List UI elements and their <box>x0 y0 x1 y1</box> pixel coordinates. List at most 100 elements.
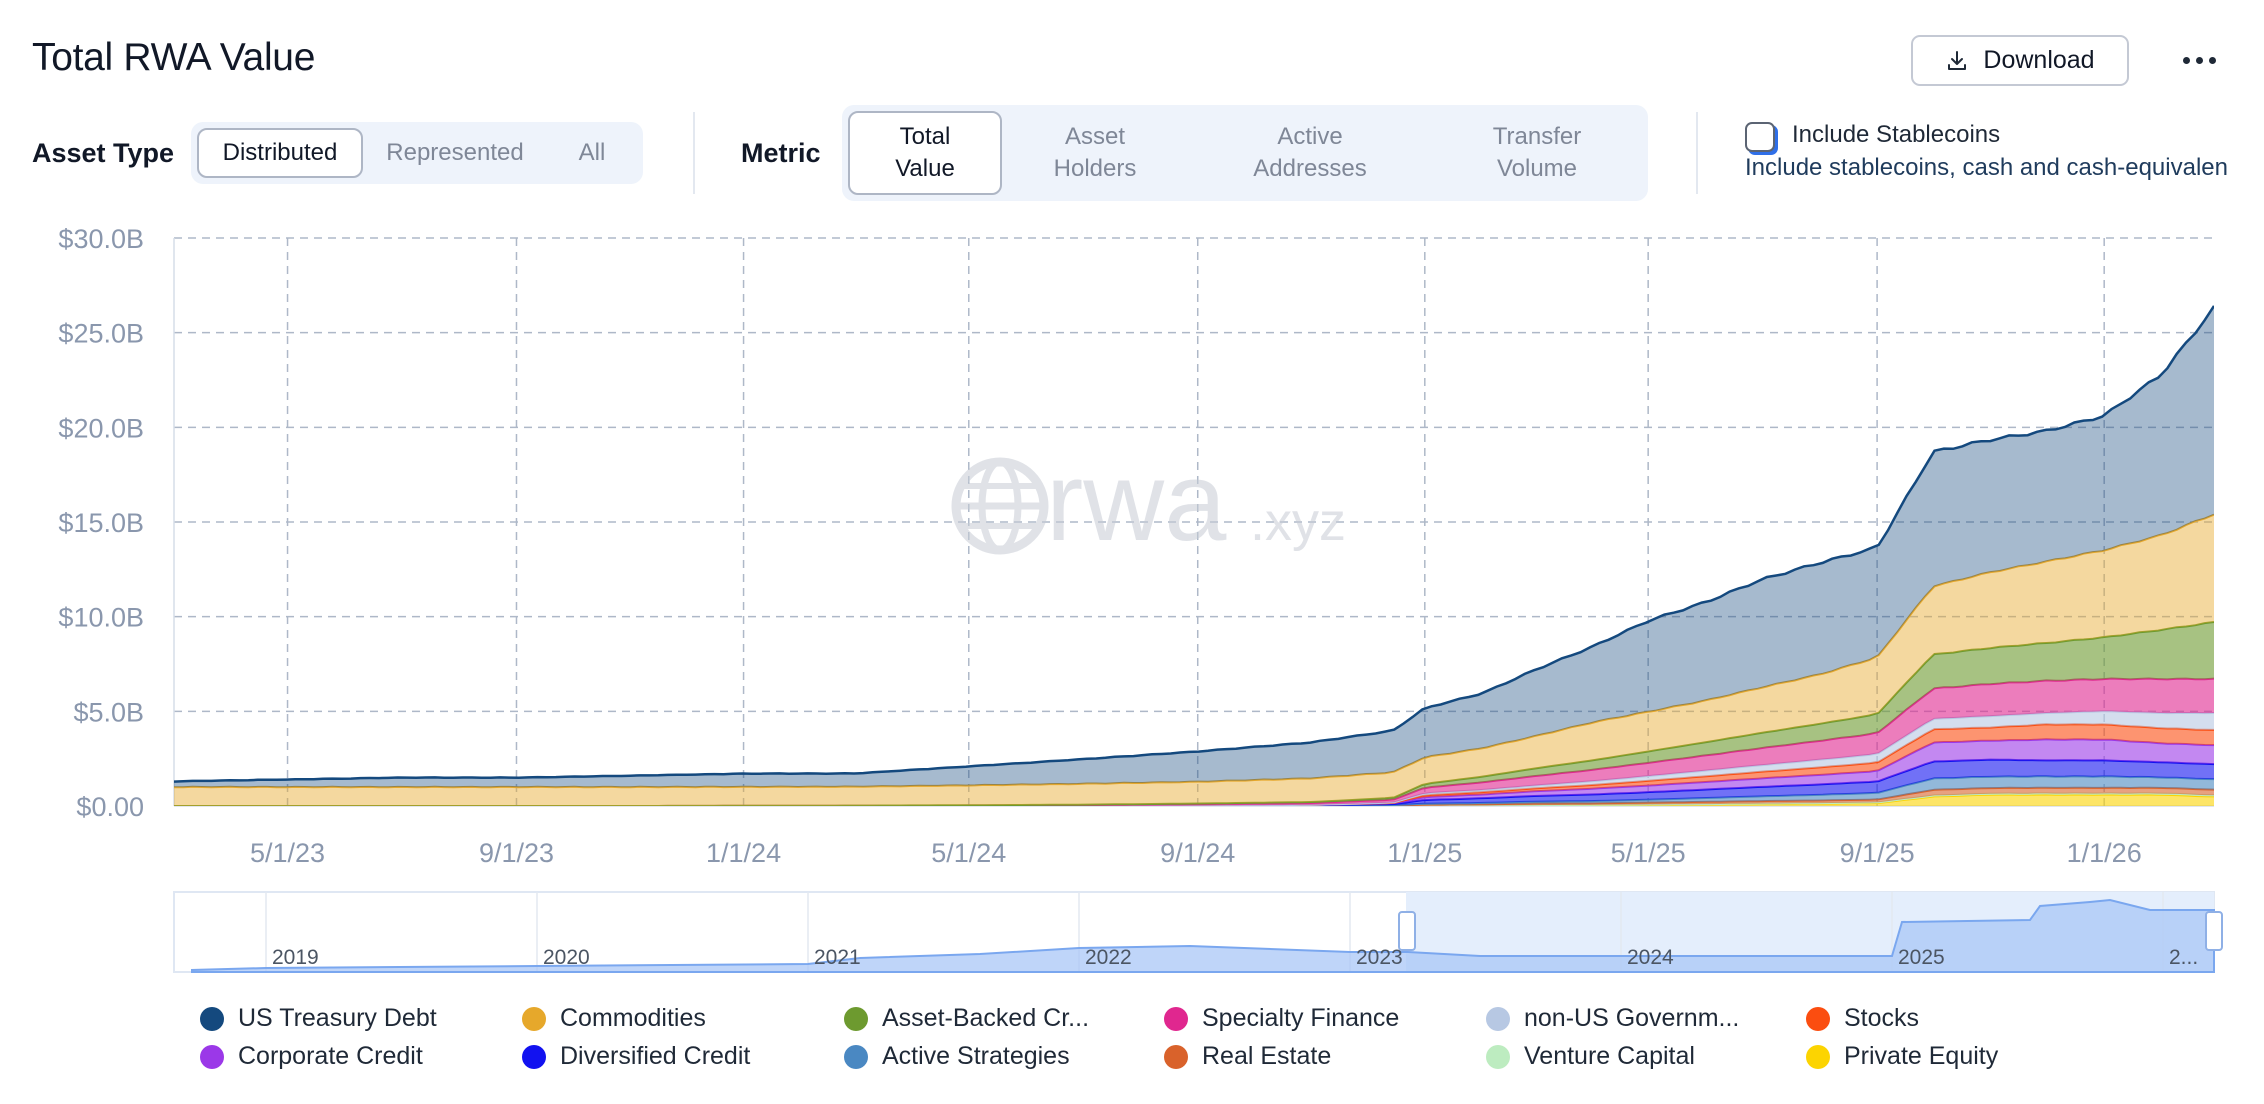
asset-type-represented[interactable]: Represented <box>386 139 524 166</box>
legend-label: Stocks <box>1844 1004 1920 1032</box>
legend-label: Real Estate <box>1202 1042 1332 1070</box>
area-specialty-finance[interactable] <box>174 678 2214 807</box>
navigator-year-label: 2021 <box>814 946 861 969</box>
metric-line: Addresses <box>1253 155 1367 182</box>
navigator-series-area <box>191 898 2215 973</box>
line-us-treasury-debt <box>174 305 2214 783</box>
navigator-year-labels: 2019 2020 2021 2022 2023 2024 2025 2... <box>272 946 2198 969</box>
navigator-right-handle[interactable] <box>2205 911 2223 951</box>
line-asset-backed-credit <box>174 621 2214 806</box>
divider <box>1696 112 1698 194</box>
legend-swatch-icon <box>1806 1006 1830 1031</box>
area-diversified-credit[interactable] <box>174 759 2214 806</box>
x-tick-label: 9/1/25 <box>1840 838 1915 868</box>
legend-label: Corporate Credit <box>238 1042 423 1070</box>
legend-item[interactable]: Specialty Finance <box>1164 1004 1399 1033</box>
legend-item[interactable]: non-US Governm... <box>1486 1004 1739 1033</box>
legend-swatch-icon <box>522 1006 546 1031</box>
rwa-watermark: rwa .xyz <box>951 439 1346 564</box>
include-stablecoins-description: Include stablecoins, cash and cash-equiv… <box>1745 154 2228 181</box>
metric-active-addresses[interactable]: Active Addresses <box>1210 111 1410 195</box>
x-tick-label: 9/1/23 <box>479 838 554 868</box>
legend-item[interactable]: US Treasury Debt <box>200 1004 437 1033</box>
y-tick-label: $20.0B <box>58 413 144 443</box>
y-axis: $0.00 $5.0B $10.0B $15.0B $20.0B $25.0B $30.0B <box>58 224 144 822</box>
stacked-areas <box>174 305 2214 807</box>
legend-item[interactable]: Stocks <box>1806 1004 1919 1033</box>
watermark-text: rwa <box>1046 439 1227 564</box>
legend-swatch-icon <box>1806 1044 1830 1069</box>
legend-item[interactable]: Corporate Credit <box>200 1042 423 1071</box>
time-navigator[interactable]: 2019 2020 2021 2022 2023 2024 2025 2... <box>173 891 2223 973</box>
asset-type-all[interactable]: All <box>578 139 606 166</box>
navigator-year-label: 2024 <box>1627 946 1674 969</box>
legend-swatch-icon <box>200 1006 224 1031</box>
asset-type-segmented-control: Distributed Represented All <box>191 122 643 184</box>
metric-line: Holders <box>1053 155 1137 182</box>
y-tick-label: $15.0B <box>58 508 144 538</box>
legend-label: Diversified Credit <box>560 1042 751 1070</box>
legend-item[interactable]: Diversified Credit <box>522 1042 750 1071</box>
area-real-estate[interactable] <box>174 787 2214 806</box>
x-axis: 5/1/23 9/1/23 1/1/24 5/1/24 9/1/24 1/1/25 5/1/… <box>250 838 2142 868</box>
divider <box>693 112 695 194</box>
more-dot-icon <box>2195 56 2203 64</box>
chart-legend: US Treasury Debt Commodities Asset-Backed … <box>200 1004 2100 1084</box>
metric-label: Metric <box>741 138 821 168</box>
metric-transfer-volume[interactable]: Transfer Volume <box>1442 111 1632 195</box>
more-dot-icon <box>2208 56 2216 64</box>
metric-line: Volume <box>1496 155 1578 182</box>
navigator-left-handle[interactable] <box>1398 911 1416 951</box>
legend-label: Venture Capital <box>1524 1042 1695 1070</box>
legend-item[interactable]: Private Equity <box>1806 1042 1998 1071</box>
legend-label: US Treasury Debt <box>238 1004 437 1032</box>
metric-asset-holders[interactable]: Asset Holders <box>1014 111 1176 195</box>
watermark-suffix: .xyz <box>1250 492 1346 552</box>
area-stocks[interactable] <box>174 724 2214 806</box>
rwa-area-chart: rwa .xyz $0.00 $5.0B $10.0B $15.0B $20.0B $25… <box>58 224 2223 973</box>
metric-total-value[interactable]: Total Value <box>848 111 1002 195</box>
legend-label: Asset-Backed Cr... <box>882 1004 1090 1032</box>
include-stablecoins-checkbox[interactable] <box>1745 122 1775 152</box>
area-private-equity[interactable] <box>174 794 2214 807</box>
area-corporate-credit[interactable] <box>174 739 2214 806</box>
asset-type-distributed[interactable]: Distributed <box>197 128 363 178</box>
x-tick-label: 1/1/25 <box>1387 838 1462 868</box>
navigator-year-label: 2022 <box>1085 946 1132 969</box>
legend-swatch-icon <box>844 1006 868 1031</box>
include-stablecoins-label[interactable]: Include Stablecoins <box>1792 121 2001 148</box>
legend-swatch-icon <box>1164 1044 1188 1069</box>
navigator-year-label: 2019 <box>272 946 319 969</box>
globe-icon <box>951 457 1049 555</box>
line-commodities <box>174 513 2214 789</box>
legend-item[interactable]: Real Estate <box>1164 1042 1331 1071</box>
legend-swatch-icon <box>522 1044 546 1069</box>
metric-segmented-control: Total Value Asset Holders Active Addresses … <box>842 105 1648 201</box>
x-tick-label: 5/1/23 <box>250 838 325 868</box>
x-tick-label: 9/1/24 <box>1160 838 1235 868</box>
asset-type-label: Asset Type <box>32 138 175 168</box>
download-label: Download <box>1983 46 2095 74</box>
y-tick-label: $30.0B <box>58 224 144 254</box>
legend-swatch-icon <box>1486 1044 1510 1069</box>
legend-item[interactable]: Venture Capital <box>1486 1042 1695 1071</box>
y-tick-label: $5.0B <box>73 697 144 727</box>
y-tick-label: $25.0B <box>58 319 144 349</box>
legend-item[interactable]: Active Strategies <box>844 1042 1070 1071</box>
legend-swatch-icon <box>200 1044 224 1069</box>
x-tick-label: 1/1/24 <box>706 838 781 868</box>
legend-item[interactable]: Commodities <box>522 1004 706 1033</box>
page-title: Total RWA Value <box>32 36 316 79</box>
area-commodities[interactable] <box>174 514 2214 806</box>
legend-item[interactable]: Asset-Backed Cr... <box>844 1004 1089 1033</box>
y-tick-label: $0.00 <box>76 792 144 822</box>
legend-swatch-icon <box>1486 1006 1510 1031</box>
y-tick-label: $10.0B <box>58 603 144 633</box>
area-non-us-government-debt[interactable] <box>174 711 2214 806</box>
x-tick-label: 1/1/26 <box>2067 838 2142 868</box>
legend-label: Commodities <box>560 1004 706 1032</box>
download-button[interactable]: Download <box>1911 35 2129 86</box>
navigator-year-label: 2025 <box>1898 946 1945 969</box>
more-options-button[interactable] <box>2176 40 2222 80</box>
area-us-treasury-debt[interactable] <box>174 305 2214 788</box>
